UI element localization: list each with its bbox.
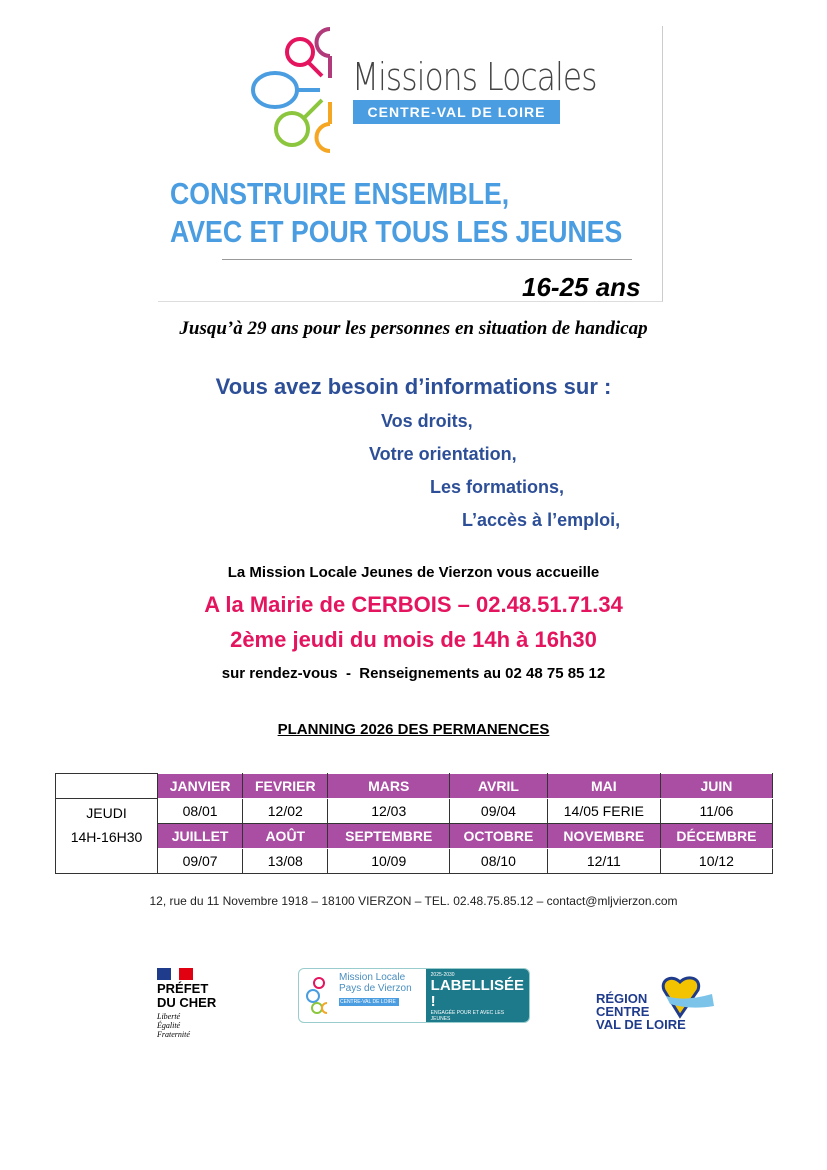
date-cell: 09/04 [449, 798, 548, 824]
info-item: Votre orientation, [369, 444, 517, 464]
region-line3: VAL DE LOIRE [596, 1017, 686, 1032]
motto-egalite: Égalité [157, 1021, 181, 1030]
month-header: OCTOBRE [449, 823, 548, 849]
welcome-schedule: 2ème jeudi du mois de 14h à 16h30 [230, 627, 597, 652]
date-cell: 08/01 [156, 798, 244, 824]
date-cell: 09/07 [156, 848, 244, 874]
handicap-note: Jusqu’à 29 ans pour les personnes en sit… [179, 318, 648, 339]
date-cell: 08/10 [449, 848, 548, 874]
month-header: JUIN [659, 773, 774, 799]
mission-locale-label-logo: Mission Locale Pays de Vierzon CENTRE-VA… [298, 968, 530, 1023]
planning-table: JANVIER FEVRIER MARS AVRIL MAI JUIN JEUD… [55, 773, 774, 874]
ml-logo-line2: Pays de Vierzon [339, 983, 412, 994]
row-label-day: JEUDI [86, 805, 127, 821]
ml-logo-line1: Mission Locale [339, 972, 406, 983]
motto-fraternite: Fraternité [157, 1030, 190, 1039]
month-header: AVRIL [449, 773, 548, 799]
info-heading: Vous avez besoin d’informations sur : [215, 374, 612, 399]
label-text: LABELLISÉE ! [430, 977, 524, 1010]
date-cell: 14/05 FERIE [546, 798, 661, 824]
info-item: Vos droits, [381, 411, 473, 431]
footer-address: 12, rue du 11 Novembre 1918 – 18100 VIER… [149, 894, 678, 908]
logo-subtitle: CENTRE-VAL DE LOIRE [353, 100, 560, 124]
ml-logo-line3: CENTRE-VAL DE LOIRE [339, 998, 399, 1006]
info-item: Les formations, [430, 477, 565, 497]
table-row: JUILLET AOÛT SEPTEMBRE OCTOBRE NOVEMBRE … [56, 823, 774, 849]
label-years: 2025-2030 [430, 972, 455, 978]
mission-locale-small-icon [306, 977, 328, 1014]
date-cell: 12/02 [242, 798, 329, 824]
month-header: DÉCEMBRE [659, 823, 774, 849]
month-header: SEPTEMBRE [327, 823, 451, 849]
date-cell: 10/09 [327, 848, 451, 874]
logo-title: Missions Locales [352, 55, 597, 99]
date-cell: 12/03 [327, 798, 451, 824]
region-line2: CENTRE [596, 1004, 650, 1019]
slogan-line2: AVEC ET POUR TOUS LES JEUNES [170, 214, 623, 249]
region-heart-icon [661, 976, 714, 1019]
empty-cell [55, 773, 158, 799]
french-flag-icon [157, 968, 216, 980]
info-item: L’accès à l’emploi, [462, 510, 621, 530]
missions-locales-logo-icon [251, 27, 332, 153]
table-row: JANVIER FEVRIER MARS AVRIL MAI JUIN [55, 773, 774, 799]
month-header: MAI [546, 773, 661, 799]
row-label-time: 14H-16H30 [70, 829, 143, 845]
table-row: JEUDI 14H-16H30 08/01 12/02 12/03 09/04 … [55, 798, 774, 874]
row-label: JEUDI 14H-16H30 [55, 798, 158, 874]
header-banner [158, 26, 663, 302]
month-header: FEVRIER [242, 773, 329, 799]
motto-liberte: Liberté [157, 1012, 181, 1021]
date-cell: 11/06 [659, 798, 774, 824]
region-logo: RÉGION CENTRE VAL DE LOIRE [596, 992, 686, 1031]
prefet-line1: PRÉFET [157, 981, 209, 996]
month-header: MARS [327, 773, 451, 799]
month-header: NOVEMBRE [546, 823, 661, 849]
table-row: 09/07 13/08 10/09 08/10 12/11 10/12 [56, 848, 774, 874]
divider [222, 259, 632, 260]
age-range: 16-25 ans [522, 272, 641, 302]
month-header: JANVIER [156, 773, 244, 799]
month-header: AOÛT [242, 823, 329, 849]
date-cell: 13/08 [242, 848, 329, 874]
slogan-line1: CONSTRUIRE ENSEMBLE, [170, 176, 510, 211]
label-sub: ENGAGÉE POUR ET AVEC LES JEUNES [430, 1010, 505, 1022]
welcome-appointment: sur rendez-vous - Renseignements au 02 4… [221, 665, 606, 682]
welcome-intro: La Mission Locale Jeunes de Vierzon vous… [227, 564, 600, 581]
region-line1: RÉGION [596, 991, 648, 1006]
prefet-line2: DU CHER [157, 995, 217, 1010]
month-header: JUILLET [156, 823, 244, 849]
welcome-location: A la Mairie de CERBOIS – 02.48.51.71.34 [204, 592, 623, 617]
prefet-logo: PRÉFET DU CHER Liberté Égalité Fraternit… [157, 968, 216, 1039]
planning-title: PLANNING 2026 DES PERMANENCES [277, 721, 550, 738]
date-cell: 10/12 [659, 848, 774, 874]
date-cell: 12/11 [546, 848, 661, 874]
